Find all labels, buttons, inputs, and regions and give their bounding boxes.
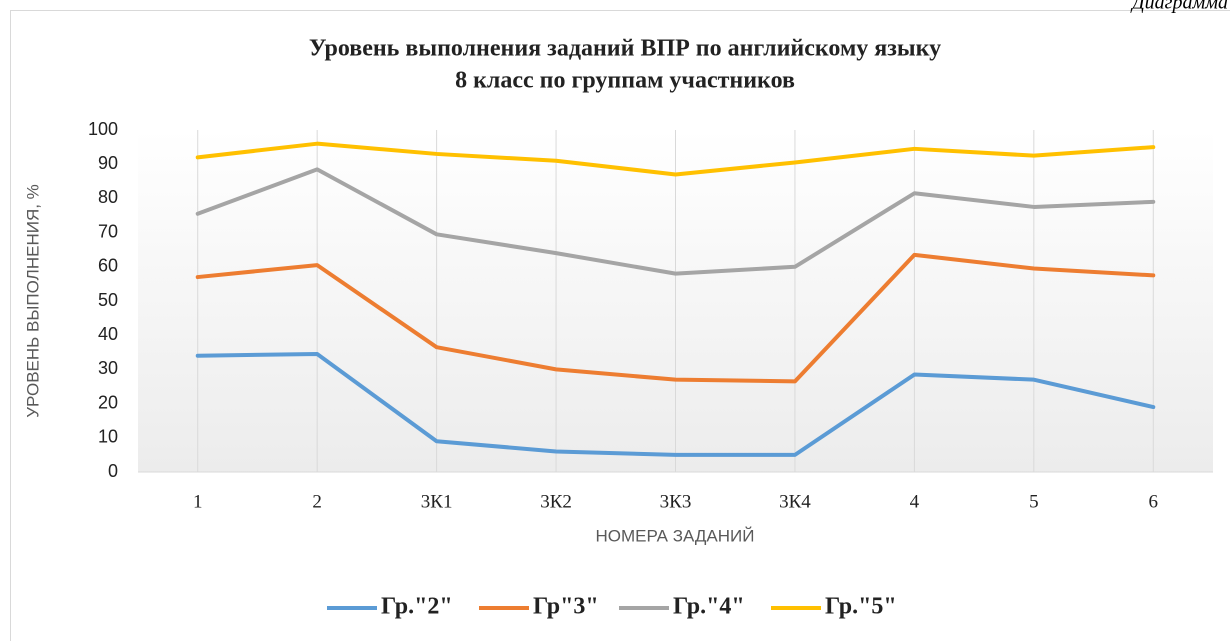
y-tick-label: 70 — [98, 221, 118, 241]
x-tick-label: 1 — [193, 491, 203, 512]
y-tick-label: 10 — [98, 427, 118, 447]
legend-label: Гр."2" — [381, 594, 453, 620]
y-tick-label: 100 — [88, 119, 118, 139]
y-tick-label: 60 — [98, 256, 118, 276]
caption: Диаграмма — [1130, 0, 1228, 14]
series-line — [195, 141, 1156, 177]
y-tick-label: 90 — [98, 153, 118, 173]
x-tick-label: 5 — [1029, 491, 1039, 512]
x-tick-label: 3К4 — [779, 491, 811, 512]
y-tick-label: 30 — [98, 358, 118, 378]
x-tick-label: 3К3 — [660, 491, 692, 512]
chart-title: Уровень выполнения заданий ВПР по англий… — [309, 36, 941, 62]
legend-label: Гр."4" — [673, 594, 745, 620]
chart-title: 8 класс по группам участников — [455, 68, 795, 94]
series-line — [195, 252, 1156, 384]
x-tick-label: 3К1 — [421, 491, 453, 512]
series-line — [195, 167, 1156, 276]
legend-label: Гр"3" — [533, 594, 599, 620]
legend-label: Гр."5" — [825, 594, 897, 620]
x-tick-label: 2 — [312, 491, 322, 512]
x-tick-label: 4 — [910, 491, 920, 512]
y-tick-label: 50 — [98, 290, 118, 310]
y-tick-label: 0 — [108, 461, 118, 481]
y-tick-label: 80 — [98, 187, 118, 207]
x-tick-label: 3К2 — [540, 491, 572, 512]
x-tick-label: 6 — [1149, 491, 1159, 512]
y-tick-label: 20 — [98, 392, 118, 412]
y-tick-label: 40 — [98, 324, 118, 344]
x-axis-label: НОМЕРА ЗАДАНИЙ — [595, 526, 754, 545]
y-axis-label: УРОВЕНЬ ВЫПОЛНЕНИЯ, % — [23, 184, 42, 418]
series-line — [195, 352, 1156, 457]
